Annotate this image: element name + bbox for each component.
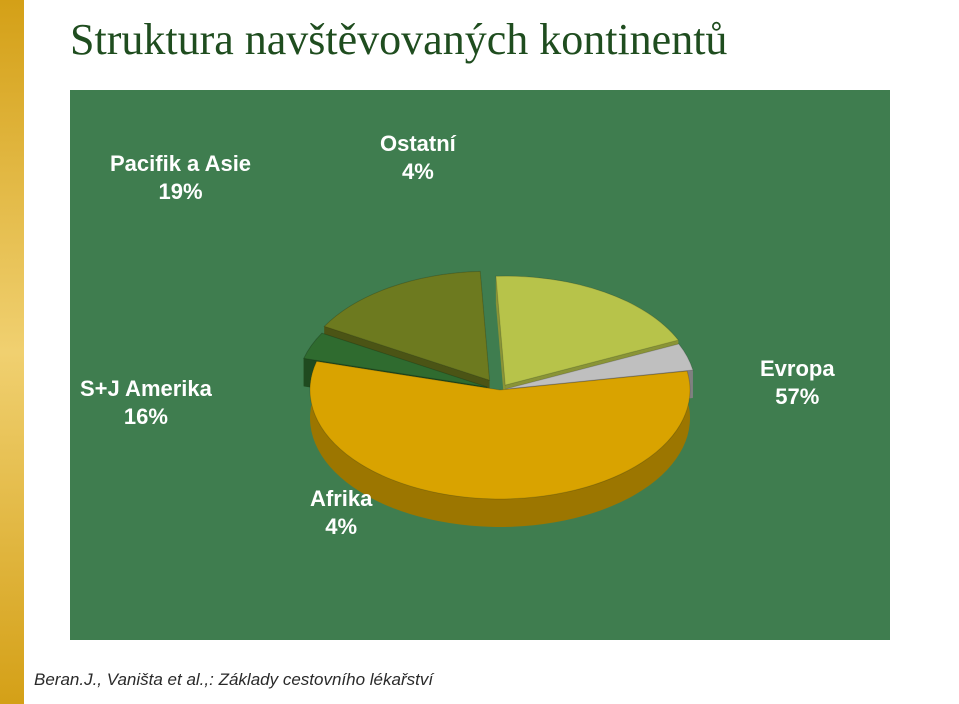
label-afrika-pct: 4%: [325, 514, 357, 539]
page-title: Struktura navštěvovaných kontinentů: [70, 14, 727, 65]
label-amerika-name: S+J Amerika: [80, 376, 212, 401]
label-pacifik-name: Pacifik a Asie: [110, 151, 251, 176]
accent-bar: [0, 0, 24, 704]
label-ostatni: Ostatní 4%: [380, 130, 456, 185]
label-evropa: Evropa 57%: [760, 355, 835, 410]
label-evropa-pct: 57%: [775, 384, 819, 409]
label-afrika: Afrika 4%: [310, 485, 372, 540]
label-ostatni-pct: 4%: [402, 159, 434, 184]
label-ostatni-name: Ostatní: [380, 131, 456, 156]
label-pacifik-pct: 19%: [159, 179, 203, 204]
label-pacifik: Pacifik a Asie 19%: [110, 150, 251, 205]
label-afrika-name: Afrika: [310, 486, 372, 511]
pie-chart: Pacifik a Asie 19% Ostatní 4% S+J Amerik…: [70, 90, 890, 640]
citation: Beran.J., Vaništa et al.,: Základy cesto…: [34, 670, 433, 690]
label-amerika-pct: 16%: [124, 404, 168, 429]
label-amerika: S+J Amerika 16%: [80, 375, 212, 430]
label-evropa-name: Evropa: [760, 356, 835, 381]
